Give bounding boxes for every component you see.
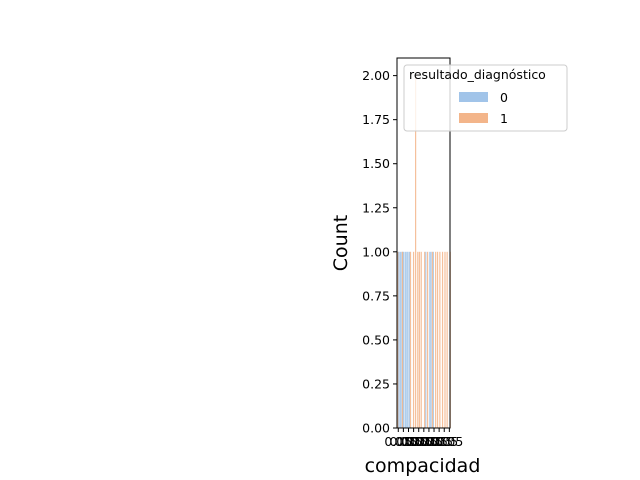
x-tick-label: 0.05 [430,434,458,449]
x-tick-label: 0.05 [400,434,428,449]
x-tick-label: 0.05 [384,434,412,449]
bar-series-1-11 [435,251,437,428]
bar-series-1-0 [397,251,399,428]
x-tick-label: 0.05 [415,434,443,449]
legend-title: resultado_diagnóstico [409,67,546,82]
x-tick-label: 0.05 [389,434,417,449]
bar-series-0-3 [401,251,403,428]
bar-series-1-10 [431,251,434,428]
bar-series-1-14 [441,251,444,428]
y-tick-label: 0.50 [362,332,390,347]
legend-swatch-0 [459,92,488,102]
bar-series-1-6 [418,251,421,428]
bar-series-0-1 [398,251,400,428]
bar-series-1-3 [412,251,415,428]
y-axis-title: Count [330,215,352,271]
y-axis: 0.00 0.25 0.50 0.75 1.00 1.25 1.50 1.75 2.00 [362,68,397,436]
bars-layer [397,75,451,429]
bar-series-0-6 [404,251,406,428]
legend-label-1: 1 [500,111,508,126]
y-tick-label: 1.75 [362,112,390,127]
bar-series-0-2 [399,251,402,428]
x-tick-label: 0.05 [405,434,433,449]
y-tick-label: 1.50 [362,156,390,171]
bar-series-1-15 [444,251,446,428]
bar-series-1-9 [427,251,429,428]
legend-label-0: 0 [500,90,508,105]
x-axis: 0.050.050.050.050.050.050.050.050.050.05… [384,428,463,449]
bar-series-1-13 [439,251,441,428]
bar-series-0-13 [432,251,434,428]
x-tick-label: 0.05 [425,434,453,449]
bar-series-1-1 [401,251,404,428]
x-tick-label: 0.05 [395,434,423,449]
bar-series-1-7 [420,251,422,428]
x-axis-title: compacidad [365,455,481,477]
bar-series-0-10 [425,251,427,428]
bar-series-1-16 [446,251,448,428]
bar-series-0-12 [430,251,432,428]
x-tick-label: 0.05 [420,434,448,449]
bar-series-1-8 [424,251,426,428]
bar-series-0-9 [408,251,411,428]
bar-series-0-5 [403,251,405,428]
y-tick-label: 0.25 [362,376,390,391]
bar-series-0-8 [407,251,409,428]
y-tick-label: 0.75 [362,288,390,303]
bar-series-1-5 [417,251,419,428]
bar-series-0-7 [406,251,408,428]
bar-series-1-12 [436,251,439,428]
legend-items: 01 [459,90,508,126]
x-tick-label: 0.05 [410,434,438,449]
legend: resultado_diagnóstico 01 [403,64,568,132]
y-tick-label: 0.00 [362,421,390,436]
y-tick-label: 1.25 [362,200,390,215]
y-tick-label: 2.00 [362,68,390,83]
bar-series-0-11 [429,251,431,428]
bar-series-1-2 [409,251,412,428]
x-tick-label: 0.05 [435,434,463,449]
bar-series-1-4 [415,75,417,429]
legend-swatch-1 [459,113,488,123]
y-tick-label: 1.00 [362,244,390,259]
